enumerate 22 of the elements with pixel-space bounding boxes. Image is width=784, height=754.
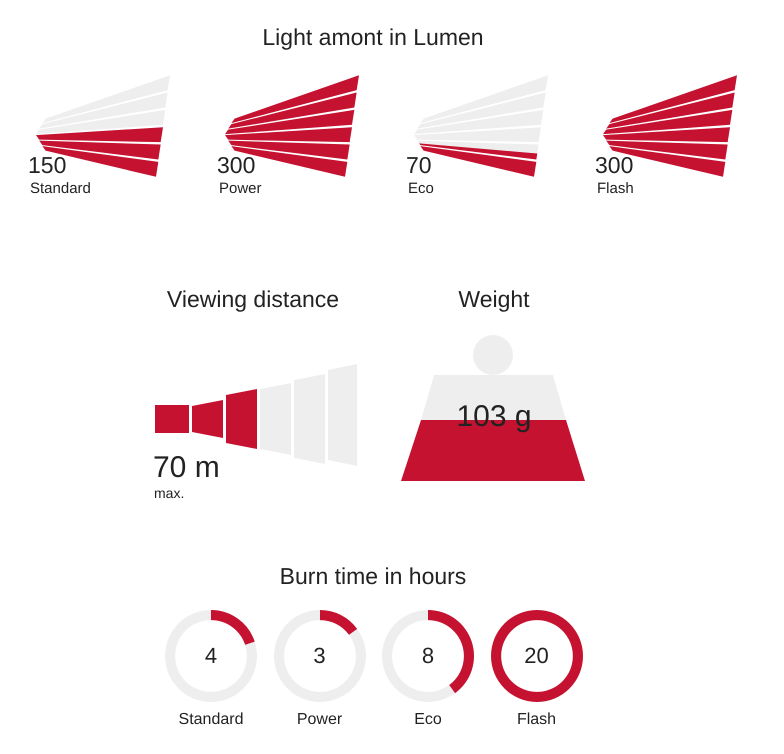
category-label: Eco xyxy=(408,180,434,197)
category-label: Power xyxy=(219,180,262,197)
text: Burn time in hours xyxy=(278,563,468,590)
text: max. xyxy=(154,485,184,501)
category-label: Standard xyxy=(30,180,91,197)
text: Light amont in Lumen xyxy=(261,24,485,51)
category-label: Flash xyxy=(516,711,558,729)
category-label: Eco xyxy=(413,711,443,729)
text: Weight xyxy=(457,286,531,313)
category-label: Standard xyxy=(178,711,244,729)
data-label: 4 xyxy=(204,643,218,669)
data-label: 20 xyxy=(523,643,550,669)
text: Viewing distance xyxy=(166,286,340,313)
data-label: 300 xyxy=(595,152,634,179)
data-label: 150 xyxy=(28,152,66,179)
data-label: 70 xyxy=(406,152,432,179)
data-label: 3 xyxy=(312,643,327,669)
category-label: Power xyxy=(296,711,344,729)
data-label: 8 xyxy=(420,643,436,669)
category-label: Flash xyxy=(597,180,634,197)
data-label: 300 xyxy=(217,152,256,179)
text: 70 m xyxy=(153,451,220,485)
